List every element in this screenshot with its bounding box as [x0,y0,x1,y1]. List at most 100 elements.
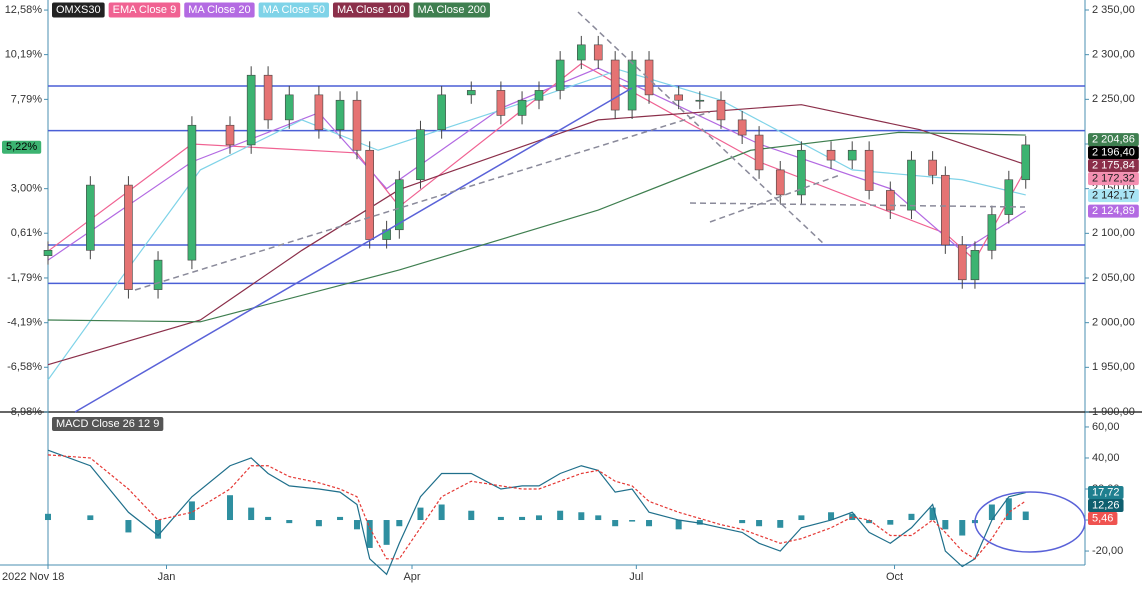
value-box: MA Close 20 [184,2,255,18]
value-box-bg [108,2,181,18]
trend-line [577,11,826,246]
histogram-bar [798,515,805,521]
histogram-bar [519,516,526,521]
y2-tick-label: -4,19% [7,317,42,329]
value-box: 5,46 [1088,512,1118,526]
candle-body [382,229,391,240]
candle-body [847,149,857,161]
value-box-label: 2 142,17 [1092,190,1135,202]
trend-line [74,87,633,413]
candle-body [957,244,967,281]
candle-body [86,184,95,251]
y2-tick-label: 7,79% [11,93,42,105]
value-box: MA Close 200 [413,2,490,18]
trend-line [134,111,711,291]
value-box-bg [1088,512,1118,526]
histogram-bar [887,520,894,525]
histogram-bar [942,520,949,530]
x-tick-label: Apr [403,571,420,583]
histogram-bar [286,520,293,524]
candle-body [153,259,163,290]
candle-body [775,169,785,196]
value-box-bg [52,417,164,431]
value-box: MACD Close 26 12 9 [52,417,164,431]
value-box-label: 2 196,40 [1092,147,1135,159]
x-tick-label: Jan [158,571,176,583]
value-box: 2 204,86 [1088,133,1139,147]
candle-body [416,129,425,181]
candle-body [987,214,997,251]
histogram-bar [417,507,424,521]
histogram-bar [828,512,835,521]
highlight-ellipse [974,491,1086,553]
value-box: MA Close 100 [332,2,410,18]
histogram-bar [468,510,475,521]
ma-line [47,131,1026,323]
candle-body [466,90,476,96]
candle-body [864,149,874,191]
value-box: MA Close 50 [258,2,329,18]
histogram-bar [265,516,272,521]
candle-body [124,184,133,290]
value-box-bg [184,2,255,18]
histogram-bar [337,516,344,521]
histogram-bar [438,504,445,521]
trend-line [709,174,841,223]
histogram-bar [1022,511,1029,521]
y-tick-label: 2 250,00 [1092,93,1135,105]
y2-tick-label: -1,79% [7,272,42,284]
histogram-bar [366,520,373,548]
value-box-bg [1088,499,1124,513]
histogram-bar [849,513,856,521]
candle-body [1004,179,1014,215]
candle-body [496,90,506,116]
candle-body [314,94,324,131]
y-tick-label: 1 950,00 [1092,361,1135,373]
candle-body [716,99,726,121]
value-box-label: 5,22% [6,141,37,153]
y-tick-label: 40,00 [1092,452,1120,464]
y2-tick-label: -6,58% [7,361,42,373]
value-box-label: 2 124,89 [1092,205,1135,217]
candle-body [610,59,620,111]
signal-line [47,454,1027,560]
value-box: 5,22% [2,140,42,154]
value-box-bg [1088,172,1139,186]
value-box-bg [1088,146,1139,160]
histogram-bar [646,520,653,527]
value-box: OMXS30 [52,2,105,18]
histogram-bar [756,520,763,527]
candle-body [352,99,362,151]
candle-body [43,250,53,256]
y-tick-label: -20,00 [1092,545,1123,557]
histogram-bar [87,515,94,521]
annotations [74,11,1086,553]
histogram-bar [155,520,162,539]
candle-body [907,159,916,211]
y-tick-label: 1 900,00 [1092,406,1135,418]
histogram-bar [929,507,936,521]
trend-line [689,202,1026,208]
candle-body [797,149,806,196]
histogram-bar [315,520,322,527]
candle-body [365,149,374,240]
candle-body [284,94,294,121]
candle-body [970,250,980,281]
value-box-bg [2,140,42,154]
value-box: 17,72 [1088,486,1124,500]
value-box: EMA Close 9 [108,2,181,18]
histogram-bar [1005,498,1012,521]
histogram-bar [629,520,636,522]
histogram-bar [227,495,234,521]
value-box: 12,26 [1088,499,1124,513]
ma-line [47,104,1026,366]
value-box-label: 5,46 [1092,512,1113,524]
value-box-label: 17,72 [1092,486,1120,498]
value-box-label: MA Close 200 [417,4,485,16]
histogram-bar [45,513,51,521]
histogram-bar [908,513,915,521]
y2-tick-label: 3,00% [11,183,42,195]
value-box-bg [332,2,410,18]
value-box-bg [52,2,105,18]
